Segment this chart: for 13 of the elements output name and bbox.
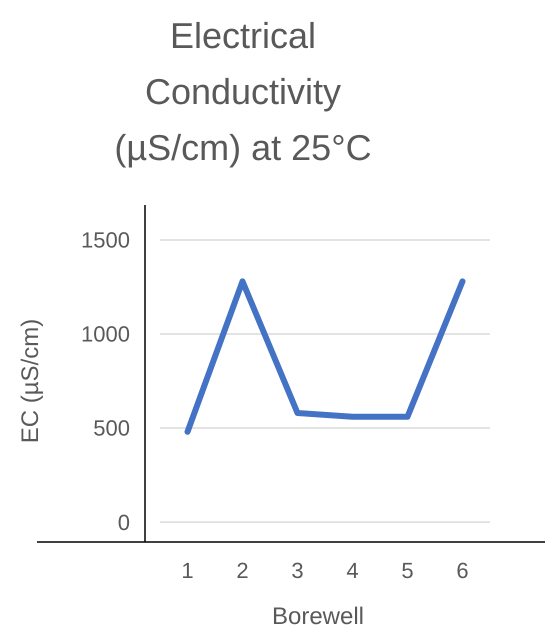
y-tick-label: 0 <box>118 510 130 535</box>
x-tick-label: 5 <box>401 558 414 583</box>
x-tick-label: 4 <box>346 558 359 583</box>
x-tick-label: 3 <box>291 558 304 583</box>
x-axis-title: Borewell <box>272 603 364 630</box>
chart-title: Electrical Conductivity (µS/cm) at 25°C <box>114 15 372 168</box>
x-tick-label: 1 <box>181 558 194 583</box>
y-axis-title: EC (µS/cm) <box>17 318 44 444</box>
x-tick-label: 2 <box>236 558 249 583</box>
y-tick-label: 1500 <box>81 228 130 253</box>
x-tick-label: 6 <box>456 558 469 583</box>
y-tick-label: 500 <box>93 416 130 441</box>
y-tick-label: 1000 <box>81 322 130 347</box>
